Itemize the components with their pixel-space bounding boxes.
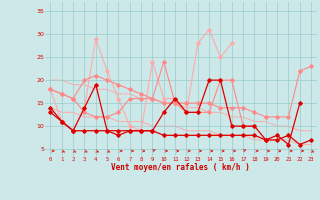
X-axis label: Vent moyen/en rafales ( km/h ): Vent moyen/en rafales ( km/h ) xyxy=(111,163,250,172)
